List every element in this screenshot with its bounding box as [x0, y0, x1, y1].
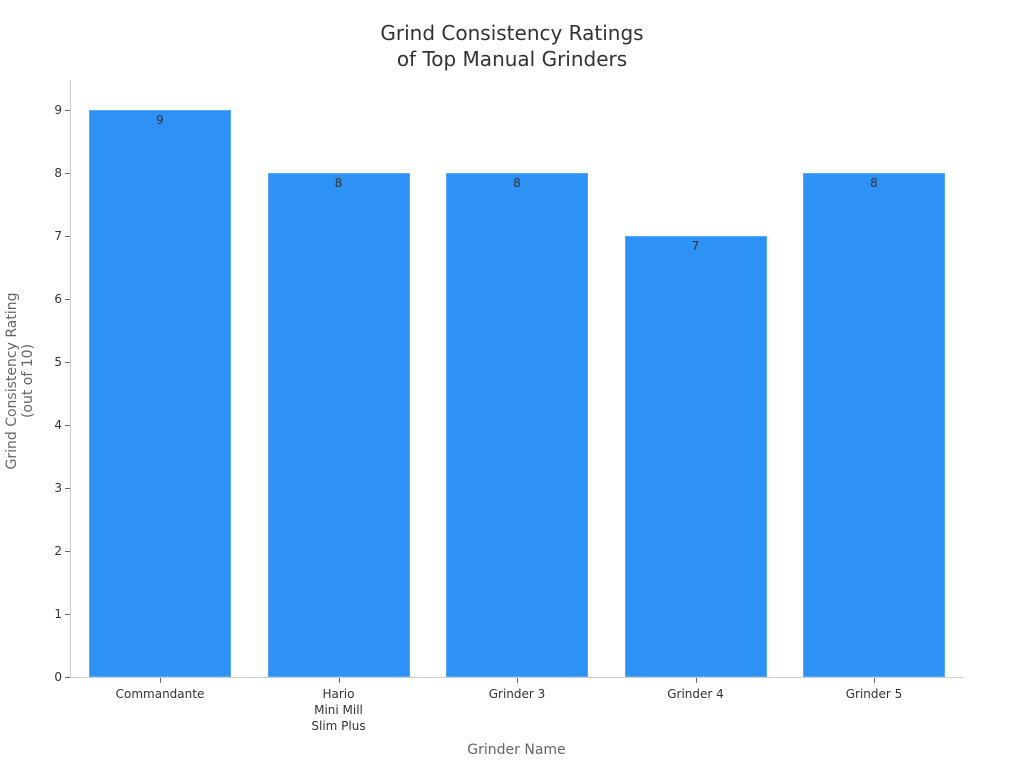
bar-value-label: 8 [334, 176, 343, 190]
y-tick-mark [65, 614, 70, 615]
y-tick-mark [65, 425, 70, 426]
y-tick: 8 [0, 166, 70, 187]
x-tick-mark [160, 678, 161, 683]
bar-value-label: 8 [513, 176, 521, 190]
bar: 7 [624, 236, 767, 677]
y-tick-label: 1 [54, 607, 62, 621]
y-tick-label: 2 [54, 544, 62, 558]
bar: 8 [267, 173, 410, 677]
y-tick-mark [65, 173, 70, 174]
x-tick-label: Grinder 4 [667, 687, 724, 701]
y-axis-label-line-2: (out of 10) [20, 343, 36, 419]
y-tick: 6 [0, 292, 70, 313]
y-tick-mark [65, 299, 70, 300]
bar: 8 [803, 173, 945, 677]
bar-value-label: 9 [156, 113, 164, 127]
y-tick-label: 5 [54, 355, 62, 369]
x-tick-label: Grinder 3 [488, 687, 546, 701]
y-tick-label: 0 [54, 670, 62, 684]
y-tick: 7 [0, 229, 70, 250]
x-tick-label: Grinder 5 [845, 687, 903, 701]
x-tick-label: Hario Mini Mill Slim Plus [311, 687, 366, 733]
y-tick-mark [65, 551, 70, 552]
y-tick-mark [65, 488, 70, 489]
y-tick-label: 6 [54, 292, 62, 306]
y-tick-label: 4 [54, 418, 62, 432]
y-tick: 0 [0, 670, 70, 691]
y-tick-label: 8 [54, 166, 62, 180]
y-tick-label: 9 [54, 103, 62, 117]
y-tick: 3 [0, 481, 70, 502]
y-tick-label: 7 [54, 229, 62, 243]
y-tick-mark [65, 110, 70, 111]
y-axis-label-line-1: Grind Consistency Rating [4, 292, 20, 470]
chart-title-line-1: Grind Consistency Ratings [380, 21, 644, 45]
chart-title-line-2: of Top Manual Grinders [396, 47, 628, 71]
y-axis-label: Grind Consistency Rating (out of 10) [4, 251, 36, 511]
x-tick-mark [695, 678, 697, 683]
y-tick-label: 3 [54, 481, 62, 495]
y-tick: 5 [0, 355, 70, 376]
bar-value-label: 7 [691, 239, 700, 253]
y-tick: 4 [0, 418, 70, 439]
y-tick-mark [65, 362, 70, 363]
bar: 9 [89, 110, 231, 677]
x-axis-label: Grinder Name [467, 742, 566, 758]
x-tick-label: Commandante [115, 687, 205, 701]
y-tick-mark [65, 236, 70, 237]
x-tick-mark [517, 678, 518, 683]
x-axis-line [70, 677, 963, 678]
x-tick-mark [338, 678, 340, 683]
y-tick: 9 [0, 103, 70, 124]
x-tick-mark [874, 678, 875, 683]
chart-title: Grind Consistency Ratings of Top Manual … [0, 20, 1024, 72]
y-tick: 2 [0, 544, 70, 565]
y-tick-mark [65, 677, 70, 678]
bar-value-label: 8 [870, 176, 878, 190]
bar: 8 [446, 173, 588, 677]
y-axis-line [70, 80, 71, 677]
y-tick: 1 [0, 607, 70, 628]
